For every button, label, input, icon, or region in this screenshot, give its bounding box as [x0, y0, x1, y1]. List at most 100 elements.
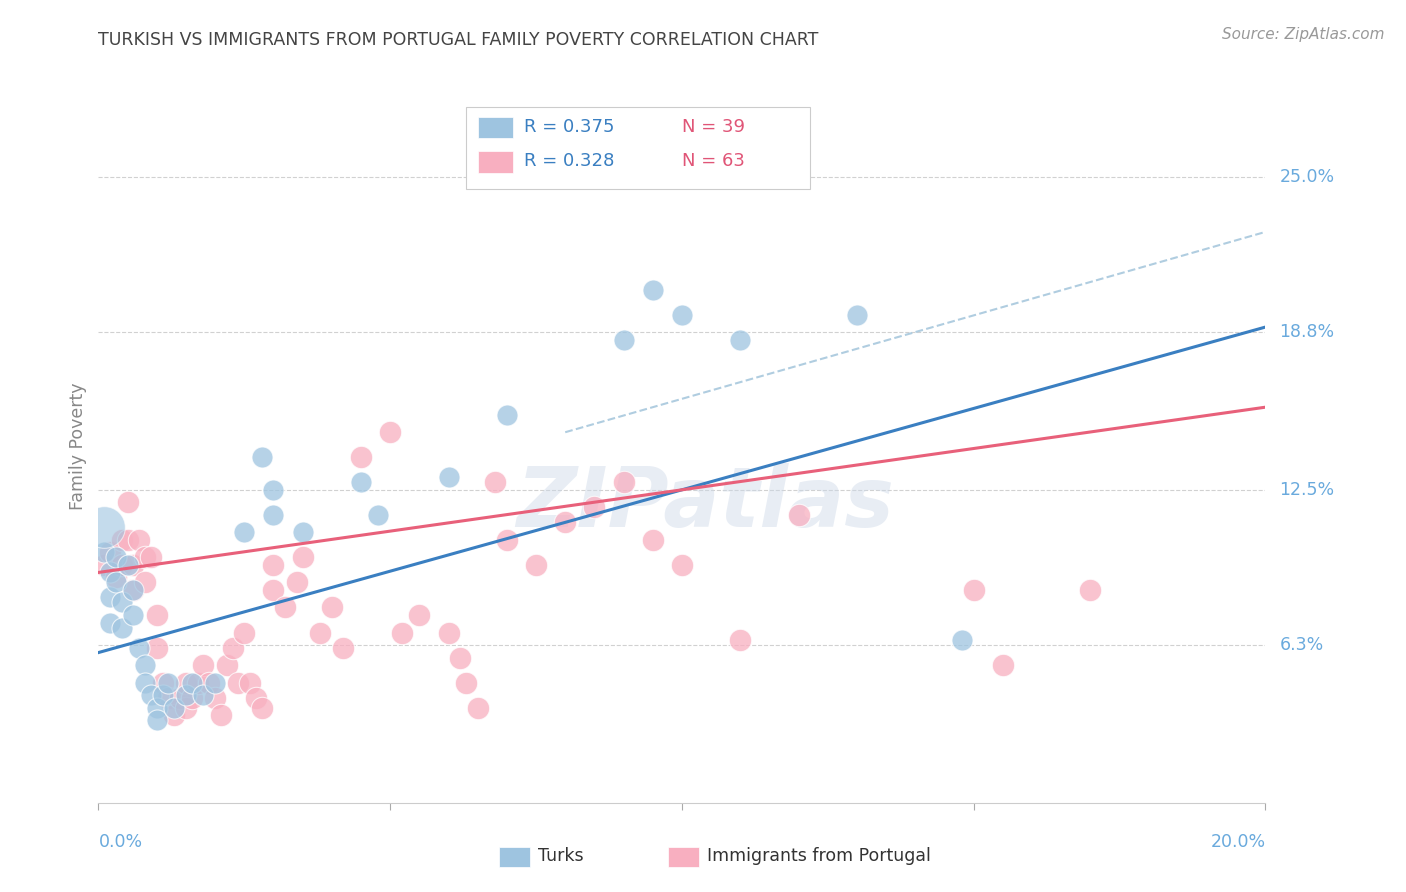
- Point: [262, 483, 284, 497]
- Point: [728, 333, 751, 347]
- Point: [187, 675, 209, 690]
- Point: [408, 607, 430, 622]
- Text: N = 39: N = 39: [682, 118, 745, 136]
- Point: [169, 690, 191, 705]
- Point: [239, 675, 262, 690]
- Point: [139, 688, 162, 702]
- Point: [163, 708, 186, 723]
- Point: [583, 500, 606, 515]
- Point: [962, 582, 984, 597]
- Point: [950, 633, 973, 648]
- Point: [641, 533, 664, 547]
- Point: [612, 475, 634, 490]
- Text: Turks: Turks: [538, 847, 583, 865]
- Point: [233, 625, 256, 640]
- Point: [139, 550, 162, 565]
- Point: [93, 558, 115, 572]
- Point: [146, 640, 169, 655]
- Text: Source: ZipAtlas.com: Source: ZipAtlas.com: [1222, 27, 1385, 42]
- Point: [484, 475, 506, 490]
- Text: 6.3%: 6.3%: [1279, 636, 1323, 654]
- Point: [454, 675, 477, 690]
- Point: [193, 688, 215, 702]
- Point: [122, 582, 145, 597]
- Point: [641, 283, 664, 297]
- Point: [332, 640, 354, 655]
- Point: [367, 508, 389, 522]
- Point: [128, 640, 150, 655]
- Point: [117, 495, 139, 509]
- Point: [671, 558, 693, 572]
- Point: [134, 675, 156, 690]
- Point: [437, 625, 460, 640]
- Text: 0.0%: 0.0%: [98, 833, 142, 851]
- Text: 12.5%: 12.5%: [1279, 481, 1334, 499]
- Text: R = 0.328: R = 0.328: [524, 153, 614, 170]
- Point: [134, 658, 156, 673]
- Point: [991, 658, 1014, 673]
- Point: [174, 700, 197, 714]
- Point: [250, 450, 273, 465]
- Point: [262, 582, 284, 597]
- Point: [350, 475, 373, 490]
- Text: R = 0.375: R = 0.375: [524, 118, 614, 136]
- Point: [524, 558, 547, 572]
- Point: [93, 520, 115, 534]
- Text: TURKISH VS IMMIGRANTS FROM PORTUGAL FAMILY POVERTY CORRELATION CHART: TURKISH VS IMMIGRANTS FROM PORTUGAL FAMI…: [98, 31, 818, 49]
- Point: [274, 600, 297, 615]
- Y-axis label: Family Poverty: Family Poverty: [69, 383, 87, 509]
- Point: [104, 550, 127, 565]
- Point: [193, 658, 215, 673]
- Text: Immigrants from Portugal: Immigrants from Portugal: [707, 847, 931, 865]
- FancyBboxPatch shape: [478, 152, 513, 173]
- Point: [309, 625, 332, 640]
- Point: [728, 633, 751, 648]
- Point: [233, 525, 256, 540]
- Point: [117, 558, 139, 572]
- Point: [146, 607, 169, 622]
- Point: [291, 525, 314, 540]
- Point: [122, 558, 145, 572]
- Point: [449, 650, 471, 665]
- Text: 25.0%: 25.0%: [1279, 168, 1334, 186]
- Point: [204, 690, 226, 705]
- Point: [128, 533, 150, 547]
- Point: [495, 533, 517, 547]
- Point: [228, 675, 250, 690]
- Point: [209, 708, 232, 723]
- Point: [134, 550, 156, 565]
- Point: [111, 595, 134, 609]
- Text: 20.0%: 20.0%: [1211, 833, 1265, 851]
- Point: [146, 700, 169, 714]
- Text: N = 63: N = 63: [682, 153, 745, 170]
- Point: [93, 545, 115, 559]
- Point: [157, 675, 180, 690]
- Point: [495, 408, 517, 422]
- FancyBboxPatch shape: [478, 117, 513, 138]
- Point: [174, 675, 197, 690]
- Text: ZIPatlas: ZIPatlas: [516, 463, 894, 543]
- Point: [111, 533, 134, 547]
- Point: [221, 640, 243, 655]
- Point: [98, 615, 121, 630]
- Point: [152, 675, 174, 690]
- Point: [198, 675, 221, 690]
- Point: [98, 545, 121, 559]
- Point: [111, 621, 134, 635]
- Point: [98, 566, 121, 580]
- Point: [104, 575, 127, 590]
- FancyBboxPatch shape: [465, 107, 810, 189]
- Point: [180, 690, 202, 705]
- Point: [134, 575, 156, 590]
- Point: [180, 675, 202, 690]
- Point: [111, 558, 134, 572]
- Point: [152, 688, 174, 702]
- Point: [122, 582, 145, 597]
- Point: [163, 700, 186, 714]
- Point: [174, 688, 197, 702]
- Point: [117, 533, 139, 547]
- Point: [467, 700, 489, 714]
- Point: [122, 607, 145, 622]
- Point: [262, 508, 284, 522]
- Point: [204, 675, 226, 690]
